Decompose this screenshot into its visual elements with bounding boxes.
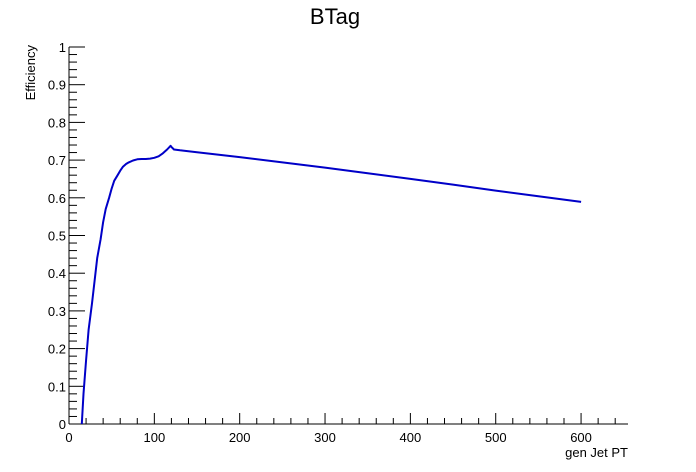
y-tick-label: 0.9 [48,78,66,93]
data-layer [82,146,581,424]
y-tick-label: 0.7 [48,153,66,168]
x-tick-label: 300 [314,430,336,445]
y-tick-label: 0.2 [48,342,66,357]
x-tick-label: 0 [65,430,72,445]
y-tick-label: 1 [59,40,66,55]
x-tick-label: 100 [143,430,165,445]
y-tick-label: 0.8 [48,115,66,130]
x-tick-label: 200 [229,430,251,445]
y-tick-label: 0.4 [48,266,66,281]
chart-title: BTag [310,4,360,29]
x-tick-label: 600 [570,430,592,445]
y-tick-label: 0 [59,417,66,432]
efficiency-line [82,146,581,424]
x-tick-label: 500 [485,430,507,445]
x-axis-label: gen Jet PT [565,445,628,460]
y-tick-label: 0.3 [48,304,66,319]
x-tick-label: 400 [400,430,422,445]
y-tick-label: 0.6 [48,191,66,206]
y-axis-label: Efficiency [23,45,38,101]
y-tick-label: 0.5 [48,229,66,244]
y-tick-label: 0.1 [48,379,66,394]
axes: 0 100 200 300 400 500 600 0 0.1 0.2 0.3 0.4 0.5 0.6 0.… [48,40,628,445]
